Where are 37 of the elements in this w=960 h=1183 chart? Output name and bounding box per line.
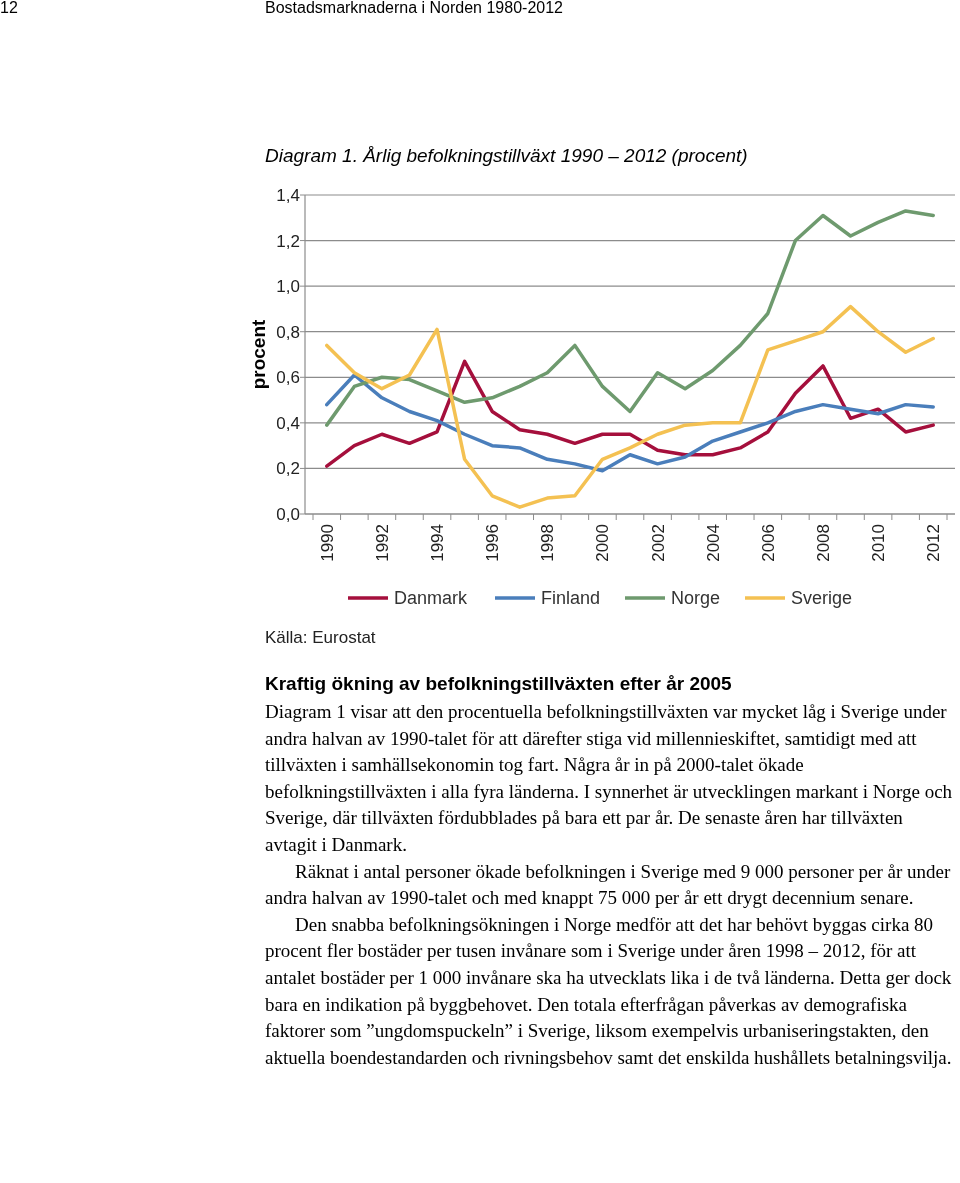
x-tick-label: 1998 bbox=[538, 524, 558, 562]
y-tick-label: 1,4 bbox=[276, 185, 300, 205]
text: Den snabba befolkningsökningen i Norge medför att det har behövt byggas cirka 80 procent fler bostäder per tusen invånare som i Sverige under åren 1998 – 2012, för att antalet bostäder per 1 000 invånare ska ha utvecklats lika i de två länderna. Detta ger dock bara en indikation på byggbehovet. Den totala efterfrågan påverkas av demografiska faktorer som ”ungdomspuckeln” i Sverige, liksom exempelvis urbaniseringstakten, den aktuella boendestandarden och rivningsbehov samt det enskilda hushållets betalningsvilja. bbox=[265, 913, 952, 1068]
legend-label: Finland bbox=[541, 588, 601, 609]
y-tick-label: 0,4 bbox=[276, 413, 300, 433]
y-tick-label: 1,2 bbox=[276, 231, 300, 251]
legend-label: Sverige bbox=[791, 588, 853, 609]
line-series bbox=[325, 209, 935, 427]
x-tick-label: 2002 bbox=[648, 524, 668, 562]
legend-label: Norge bbox=[671, 588, 721, 609]
text: Kraftig ökning av befolkningstillväxten efter år 2005 bbox=[265, 673, 733, 694]
legend-label: Danmark bbox=[394, 588, 469, 609]
x-tick-label: 2006 bbox=[758, 524, 778, 562]
line-series bbox=[325, 304, 935, 509]
x-tick-label: 2008 bbox=[813, 524, 833, 562]
text: Diagram 1 visar att den procentuella befolkningstillväxten var mycket låg i Sverige under andra halvan av 1990-talet för att därefter stiga vid millennieskiftet, samtidigt med att tillväxten i samhällsekonomin tog fart. Några år in på 2000-talet ökade befolkningstillväxten i alla fyra länderna. I synnerhet är utvecklingen markant i Norge och Sverige, där tillväxten fördubblades på bara ett par år. De senaste åren har tillväxten avtagit i Danmark. bbox=[265, 701, 953, 855]
x-tick-label: 1994 bbox=[427, 524, 447, 562]
y-axis-title: procent bbox=[247, 319, 269, 390]
y-tick-label: 0,2 bbox=[276, 459, 300, 479]
x-tick-label: 2004 bbox=[703, 524, 723, 562]
x-tick-label: 1990 bbox=[317, 524, 337, 562]
y-tick-label: 0,8 bbox=[276, 322, 300, 342]
x-tick-label: 2012 bbox=[924, 524, 944, 562]
text: Bostadsmarknaderna i Norden 1980-2012 bbox=[265, 0, 564, 16]
y-tick-label: 0,0 bbox=[276, 504, 300, 524]
x-tick-label: 1996 bbox=[483, 524, 503, 562]
x-tick-label: 1992 bbox=[372, 524, 392, 562]
line-series bbox=[325, 373, 935, 473]
y-tick-label: 0,6 bbox=[276, 368, 300, 388]
text: 12 bbox=[0, 0, 18, 16]
chart-title: Diagram 1. Årlig befolkningstillväxt 1990 – 2012 (procent) bbox=[265, 145, 748, 166]
x-tick-label: 2000 bbox=[593, 524, 613, 562]
text: Källa: Eurostat bbox=[265, 628, 376, 647]
y-tick-label: 1,0 bbox=[276, 277, 300, 297]
text: Räknat i antal personer ökade befolkningen i Sverige med 9 000 personer per år under andra halvan av 1990-talet och med knappt 75 000 per år ett drygt decennium senare. bbox=[265, 860, 951, 909]
line-series bbox=[325, 359, 935, 468]
x-tick-label: 2010 bbox=[869, 524, 889, 562]
